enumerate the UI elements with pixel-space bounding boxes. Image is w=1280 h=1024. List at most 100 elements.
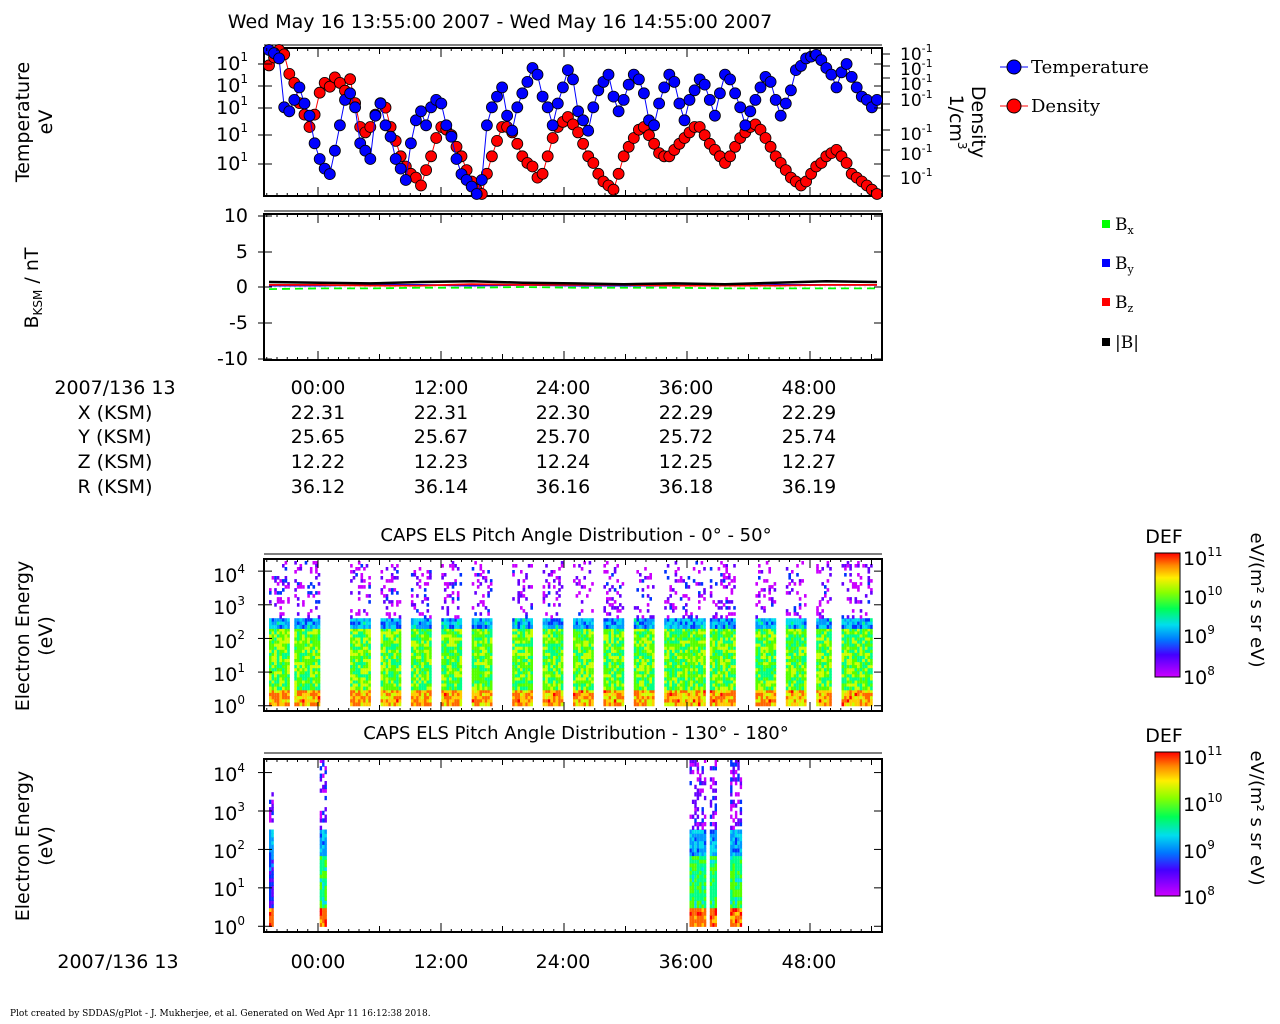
spectrogram-cell	[484, 702, 488, 707]
spectrogram-cell	[451, 689, 455, 694]
spectrogram-cell	[698, 677, 701, 682]
spectrogram-cell	[365, 612, 369, 616]
spectrogram-cell	[451, 699, 455, 704]
spectrogram-cell	[558, 683, 561, 688]
spectrogram-cell	[489, 637, 493, 642]
spectrogram-cell	[542, 618, 546, 623]
spectrogram-cell	[712, 600, 715, 604]
spectrogram-cell	[586, 702, 589, 707]
spectrogram-cell	[443, 655, 447, 660]
spectrogram-cell	[527, 640, 531, 645]
spectrogram-cell	[317, 674, 321, 678]
spectrogram-cell	[355, 671, 358, 675]
spectrogram-cell	[773, 649, 777, 654]
spectrogram-cell	[603, 649, 606, 654]
spectrogram-cell	[317, 696, 321, 700]
spectrogram-cell	[698, 570, 701, 574]
spectrogram-cell	[547, 665, 551, 669]
spectrogram-cell	[385, 702, 389, 707]
spectrogram-cell	[413, 692, 417, 697]
spectrogram-cell	[355, 637, 358, 642]
spectrogram-cell	[644, 655, 647, 660]
spectrogram-cell	[459, 683, 463, 688]
spectrogram-cell	[456, 677, 460, 682]
spectrogram-cell	[720, 702, 723, 707]
spectrogram-cell	[720, 692, 723, 697]
spectrogram-cell	[388, 680, 391, 685]
spectrogram-cell	[687, 652, 691, 657]
spectrogram-cell	[304, 699, 308, 704]
spectrogram-cell	[616, 618, 619, 623]
spectrogram-cell	[423, 649, 427, 654]
spectrogram-cell	[312, 665, 316, 669]
spectrogram-cell	[512, 665, 515, 669]
spectrogram-cell	[487, 671, 490, 675]
spectrogram-cell	[690, 668, 693, 672]
spectrogram-cell	[580, 649, 584, 654]
spectrogram-cell	[553, 683, 556, 688]
spectrogram-cell	[685, 603, 688, 607]
spectrogram-cell	[279, 668, 282, 672]
spectrogram-cell	[603, 696, 606, 700]
spectrogram-cell	[396, 570, 399, 574]
spectrogram-cell	[715, 674, 718, 678]
spectrogram-cell	[768, 634, 771, 639]
spectrogram-cell	[274, 696, 277, 700]
spectrogram-cell	[416, 631, 419, 636]
spectrogram-cell	[545, 652, 548, 657]
spectrogram-cell	[728, 634, 731, 639]
spectrogram-cell	[368, 640, 371, 645]
spectrogram-cell	[315, 634, 318, 639]
density-point	[364, 121, 377, 133]
spectrogram-cell	[388, 662, 391, 666]
spectrogram-cell	[550, 643, 553, 648]
spectrogram-cell	[396, 665, 399, 669]
spectrogram-cell	[390, 564, 394, 568]
spectrogram-cell	[788, 649, 791, 654]
spectrogram-cell	[733, 621, 736, 626]
spectrogram-cell	[309, 649, 313, 654]
spectrogram-cell	[274, 655, 277, 660]
spectrogram-cell	[309, 689, 313, 694]
spectrogram-cell	[788, 699, 791, 704]
spectrogram-cell	[365, 624, 369, 629]
spectrogram-cell	[520, 621, 523, 626]
spectrogram-cell	[441, 634, 444, 639]
spectrogram-cell	[763, 652, 766, 657]
spectrogram-cell	[456, 665, 460, 669]
spectrogram-cell	[575, 655, 579, 660]
spectrogram-cell	[315, 564, 318, 568]
spectrogram-cell	[613, 674, 617, 678]
spectrogram-cell	[550, 689, 553, 694]
spectrogram-cell	[725, 646, 728, 651]
spectrogram-cell	[315, 662, 318, 666]
spectrogram-cell	[416, 618, 419, 623]
spectrogram-cell	[763, 699, 766, 704]
spectrogram-cell	[555, 686, 559, 691]
spectrogram-cell	[456, 606, 460, 610]
spectrogram-cell	[276, 674, 280, 678]
spectrogram-cell	[555, 696, 559, 700]
spectrogram-cell	[771, 677, 774, 682]
spectrogram-cell	[606, 570, 609, 574]
spectrogram-cell	[760, 696, 764, 700]
spectrogram-cell	[421, 624, 424, 629]
spectrogram-cell	[352, 631, 356, 636]
spectrogram-cell	[788, 646, 791, 651]
spectrogram-cell	[771, 668, 774, 672]
spectrogram-cell	[646, 634, 650, 639]
spectrogram-cell	[487, 702, 490, 707]
density-point	[541, 150, 554, 163]
spectrogram-cell	[296, 612, 300, 616]
spectrogram-cell	[765, 637, 769, 642]
spectrogram-cell	[652, 646, 655, 651]
spectrogram-cell	[664, 624, 667, 629]
spectrogram-cell	[416, 659, 419, 663]
spectrogram-cell	[733, 585, 736, 589]
spectrogram-cell	[525, 643, 528, 648]
spectrogram-cell	[418, 585, 422, 589]
spectrogram-cell	[619, 671, 622, 675]
spectrogram-cell	[307, 702, 310, 707]
spectrogram-cell	[296, 649, 300, 654]
temperature-point	[673, 97, 686, 110]
